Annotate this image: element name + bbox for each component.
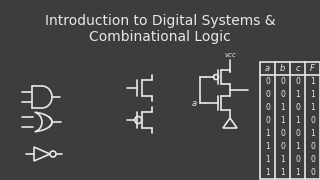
Text: 1: 1 (280, 116, 285, 125)
Text: a: a (265, 64, 270, 73)
Text: 0: 0 (310, 168, 315, 177)
Text: 0: 0 (310, 155, 315, 164)
Text: 1: 1 (265, 129, 270, 138)
Text: 1: 1 (280, 155, 285, 164)
Text: 0: 0 (295, 155, 300, 164)
Text: 1: 1 (265, 168, 270, 177)
Text: F: F (310, 64, 315, 73)
Text: a: a (192, 98, 197, 107)
Text: 0: 0 (295, 129, 300, 138)
Text: 1: 1 (310, 77, 315, 86)
Text: 0: 0 (295, 103, 300, 112)
Text: 1: 1 (295, 90, 300, 99)
Text: 1: 1 (310, 103, 315, 112)
Text: 0: 0 (265, 90, 270, 99)
Text: Introduction to Digital Systems &: Introduction to Digital Systems & (45, 14, 275, 28)
Text: 1: 1 (280, 168, 285, 177)
Text: b: b (280, 64, 285, 73)
Text: 0: 0 (280, 129, 285, 138)
Text: vcc: vcc (224, 52, 236, 58)
Text: 1: 1 (295, 168, 300, 177)
Text: 0: 0 (310, 142, 315, 151)
Text: 0: 0 (310, 116, 315, 125)
Text: 0: 0 (280, 77, 285, 86)
Text: 1: 1 (280, 103, 285, 112)
Text: Combinational Logic: Combinational Logic (89, 30, 231, 44)
Text: 0: 0 (265, 103, 270, 112)
Bar (260, 62, 320, 179)
Text: 1: 1 (310, 90, 315, 99)
Text: 0: 0 (280, 90, 285, 99)
Text: 0: 0 (295, 77, 300, 86)
Text: 1: 1 (295, 116, 300, 125)
Text: 0: 0 (265, 116, 270, 125)
Text: 1: 1 (265, 155, 270, 164)
Text: 1: 1 (295, 142, 300, 151)
Text: 0: 0 (280, 142, 285, 151)
Text: 1: 1 (265, 142, 270, 151)
Text: 1: 1 (310, 129, 315, 138)
Text: 0: 0 (265, 77, 270, 86)
Text: c: c (295, 64, 300, 73)
